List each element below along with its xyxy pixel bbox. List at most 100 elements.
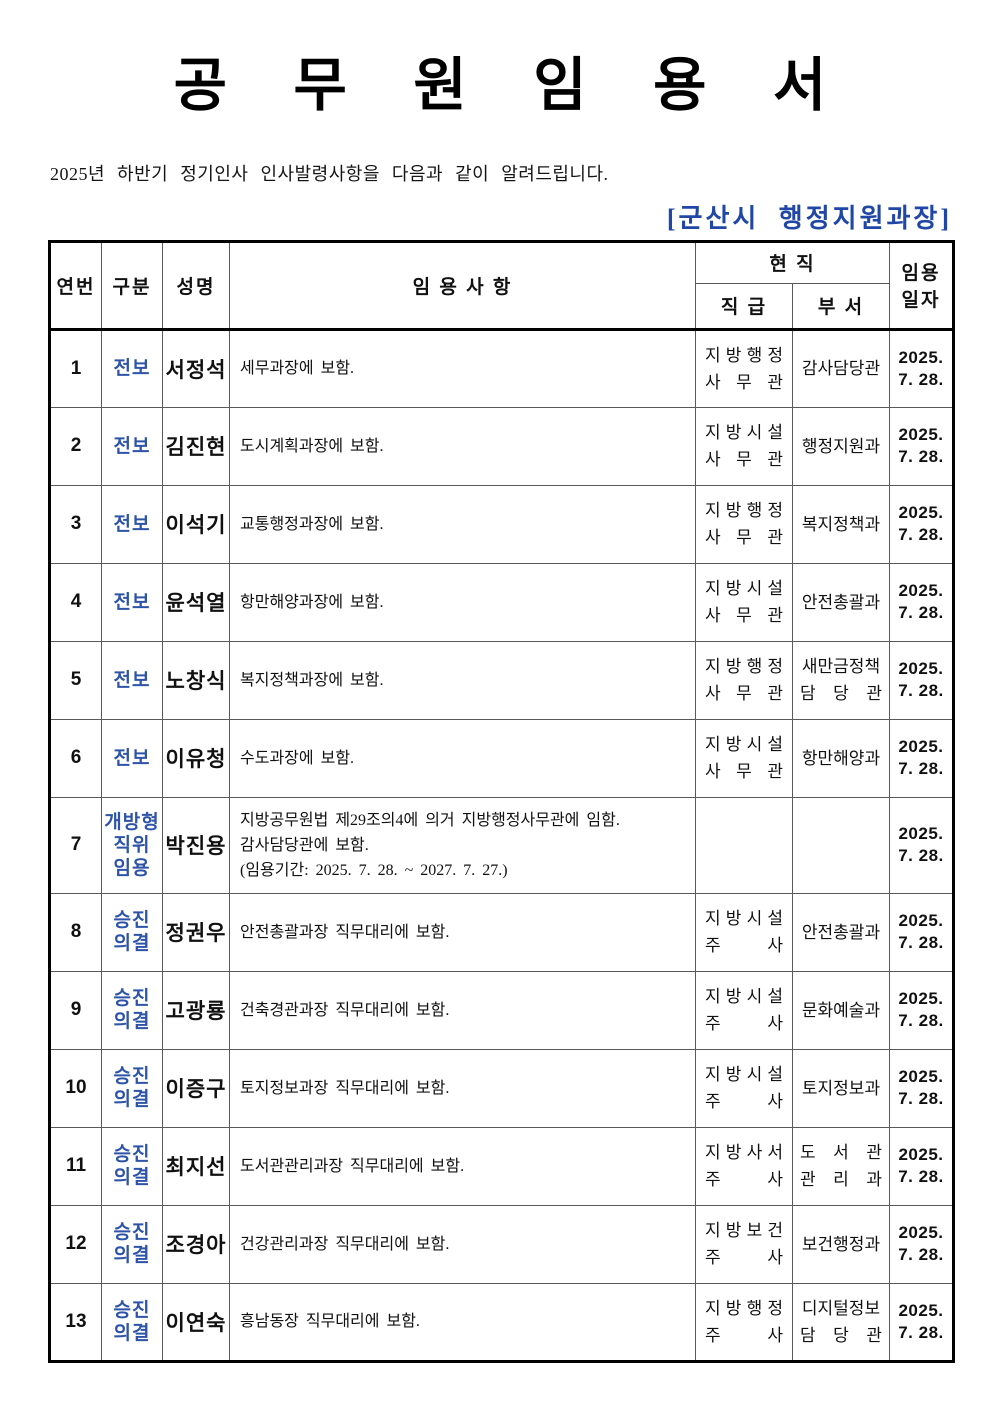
cell-no: 3 (49, 484, 102, 564)
cell-rank-line: 지 방 시 설 (705, 579, 783, 599)
col-header-category: 구분 (101, 240, 163, 331)
cell-category-line: 승진 (113, 988, 151, 1010)
cell-date-line: 2025. (898, 1067, 944, 1087)
cell-rank-line: 사 무 관 (705, 450, 783, 470)
cell-name: 고광룡 (162, 970, 230, 1050)
cell-appointment-line: 도시계획과장에 보함. (240, 437, 384, 455)
cell-no: 4 (49, 562, 102, 642)
cell-appointment: 토지정보과장 직무대리에 보함. (229, 1048, 696, 1128)
cell-date: 2025. 7. 28. (889, 484, 954, 564)
cell-date-line: 7. 28. (898, 525, 944, 545)
cell-category-line: 의결 (113, 1011, 151, 1033)
cell-rank-line: 지 방 행 정 (705, 501, 783, 521)
cell-date-line: 2025. (898, 503, 944, 523)
col-header-appointment: 임 용 사 항 (229, 240, 696, 331)
cell-appointment: 안전총괄과장 직무대리에 보함. (229, 892, 696, 972)
cell-appointment: 세무과장에 보함. (229, 328, 696, 408)
cell-appointment: 건축경관과장 직무대리에 보함. (229, 970, 696, 1050)
cell-category-line: 전보 (113, 591, 151, 613)
cell-date-line: 2025. (898, 1223, 944, 1243)
cell-department: 보건행정과 (792, 1204, 890, 1284)
cell-date-line: 7. 28. (898, 1089, 944, 1109)
cell-department-line: 담 당 관 (800, 1325, 882, 1345)
cell-department-line: 관 리 과 (800, 1170, 882, 1190)
cell-category: 전보 (101, 328, 163, 408)
cell-category-line: 의결 (113, 933, 151, 955)
cell-date-line: 2025. (898, 425, 944, 445)
cell-department: 토지정보과 (792, 1048, 890, 1128)
cell-rank-line: 사 무 관 (705, 372, 783, 392)
cell-rank-line: 주 사 (705, 936, 783, 956)
cell-appointment: 복지정책과장에 보함. (229, 640, 696, 720)
cell-date-line: 7. 28. (898, 603, 944, 623)
cell-no: 7 (49, 796, 102, 894)
cell-category: 승진 의결 (101, 1282, 163, 1362)
cell-category: 승진 의결 (101, 1204, 163, 1284)
cell-name: 노창식 (162, 640, 230, 720)
cell-date-line: 2025. (898, 989, 944, 1009)
cell-category: 전보 (101, 640, 163, 720)
cell-no: 9 (49, 970, 102, 1050)
cell-category-line: 의결 (113, 1167, 151, 1189)
intro-text: 2025년 하반기 정기인사 인사발령사항을 다음과 같이 알려드립니다. (50, 163, 609, 184)
cell-rank-line: 주 사 (705, 1325, 783, 1345)
cell-category: 승진 의결 (101, 1048, 163, 1128)
cell-date: 2025. 7. 28. (889, 1204, 954, 1284)
cell-rank-line: 사 무 관 (705, 684, 783, 704)
cell-appointment-line: 건축경관과장 직무대리에 보함. (240, 1001, 450, 1019)
cell-no: 6 (49, 718, 102, 798)
cell-no: 2 (49, 406, 102, 486)
cell-category: 전보 (101, 718, 163, 798)
cell-no: 5 (49, 640, 102, 720)
cell-rank-line: 주 사 (705, 1092, 783, 1112)
cell-date-line: 2025. (898, 581, 944, 601)
cell-name: 윤석열 (162, 562, 230, 642)
cell-date-line: 2025. (898, 824, 944, 844)
cell-date-line: 7. 28. (898, 1167, 944, 1187)
cell-rank-line: 지 방 시 설 (705, 735, 783, 755)
cell-name: 이유청 (162, 718, 230, 798)
col-header-date-line1: 임용 (901, 263, 941, 285)
cell-department: 디지털정보 담 당 관 (792, 1282, 890, 1362)
cell-appointment-line: 흥남동장 직무대리에 보함. (240, 1313, 420, 1331)
col-header-department: 부 서 (792, 282, 890, 331)
table-header: 연번 구분 성명 임 용 사 항 현 직 임용 일자 직 급 부 서 (49, 240, 954, 331)
cell-date-line: 7. 28. (898, 1322, 944, 1342)
cell-date: 2025. 7. 28. (889, 1282, 954, 1362)
cell-rank-line: 사 무 관 (705, 762, 783, 782)
cell-department: 복지정책과 (792, 484, 890, 564)
cell-no: 10 (49, 1048, 102, 1128)
cell-rank-line: 지 방 시 설 (705, 909, 783, 929)
cell-no: 13 (49, 1282, 102, 1362)
cell-category: 전보 (101, 484, 163, 564)
cell-department-line: 보건행정과 (801, 1234, 881, 1254)
cell-rank-line: 주 사 (705, 1014, 783, 1034)
cell-appointment: 지방공무원법 제29조의4에 의거 지방행정사무관에 임함. 감사담당관에 보함.… (229, 796, 696, 894)
cell-name: 박진용 (162, 796, 230, 894)
cell-department: 안전총괄과 (792, 892, 890, 972)
cell-name: 조경아 (162, 1204, 230, 1284)
cell-date-line: 7. 28. (898, 759, 944, 779)
cell-appointment-line: 토지정보과장 직무대리에 보함. (240, 1079, 450, 1097)
cell-no: 8 (49, 892, 102, 972)
cell-appointment-line: 지방공무원법 제29조의4에 의거 지방행정사무관에 임함. (240, 811, 620, 829)
cell-appointment-line: 안전총괄과장 직무대리에 보함. (240, 923, 450, 941)
cell-date: 2025. 7. 28. (889, 562, 954, 642)
cell-appointment-line: 수도과장에 보함. (240, 749, 355, 767)
cell-rank-line: 지 방 시 설 (705, 423, 783, 443)
cell-department: 새만금정책 담 당 관 (792, 640, 890, 720)
cell-category-line: 승진 (113, 1299, 151, 1321)
cell-category-line: 개방형 (104, 811, 160, 833)
col-header-name: 성명 (162, 240, 230, 331)
